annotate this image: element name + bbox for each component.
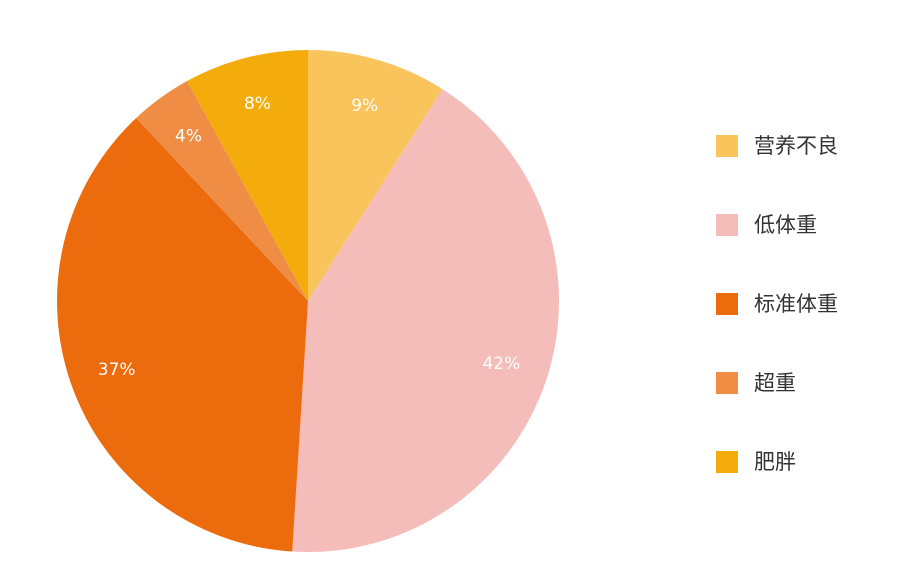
- value-label: 4%: [175, 127, 202, 147]
- legend-swatch: [716, 135, 738, 157]
- value-label: 37%: [98, 360, 136, 380]
- legend-label: 标准体重: [754, 292, 838, 316]
- pie-slice: [136, 81, 308, 301]
- pie-slice: [57, 118, 309, 552]
- pie-slice: [292, 89, 559, 552]
- pie-slice: [308, 50, 443, 301]
- legend-swatch: [716, 451, 738, 473]
- value-label: 8%: [244, 94, 271, 114]
- legend-swatch: [716, 372, 738, 394]
- legend-label: 肥胖: [754, 450, 796, 474]
- legend-label: 营养不良: [754, 134, 838, 158]
- legend-swatch: [716, 293, 738, 315]
- legend-label: 超重: [754, 371, 796, 395]
- pie-slice: [187, 50, 308, 301]
- legend-label: 低体重: [754, 213, 817, 237]
- value-label: 42%: [482, 354, 520, 374]
- value-label: 9%: [351, 96, 378, 116]
- legend-swatch: [716, 214, 738, 236]
